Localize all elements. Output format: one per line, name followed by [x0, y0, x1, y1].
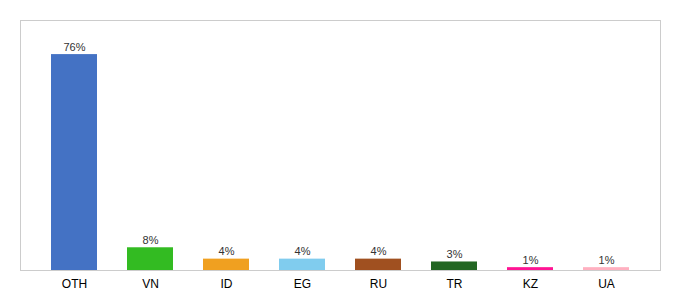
svg-text:EG: EG [294, 277, 311, 291]
svg-text:VN: VN [142, 277, 159, 291]
svg-text:ID: ID [221, 277, 233, 291]
svg-text:76%: 76% [63, 41, 85, 53]
svg-text:KZ: KZ [523, 277, 538, 291]
svg-text:4%: 4% [371, 245, 387, 257]
svg-text:3%: 3% [447, 248, 463, 260]
svg-text:RU: RU [370, 277, 387, 291]
svg-text:OTH: OTH [62, 277, 87, 291]
svg-text:1%: 1% [523, 254, 539, 266]
svg-text:1%: 1% [599, 254, 615, 266]
svg-text:4%: 4% [295, 245, 311, 257]
svg-text:4%: 4% [219, 245, 235, 257]
svg-text:TR: TR [447, 277, 463, 291]
svg-text:UA: UA [598, 277, 615, 291]
svg-text:8%: 8% [143, 234, 159, 246]
